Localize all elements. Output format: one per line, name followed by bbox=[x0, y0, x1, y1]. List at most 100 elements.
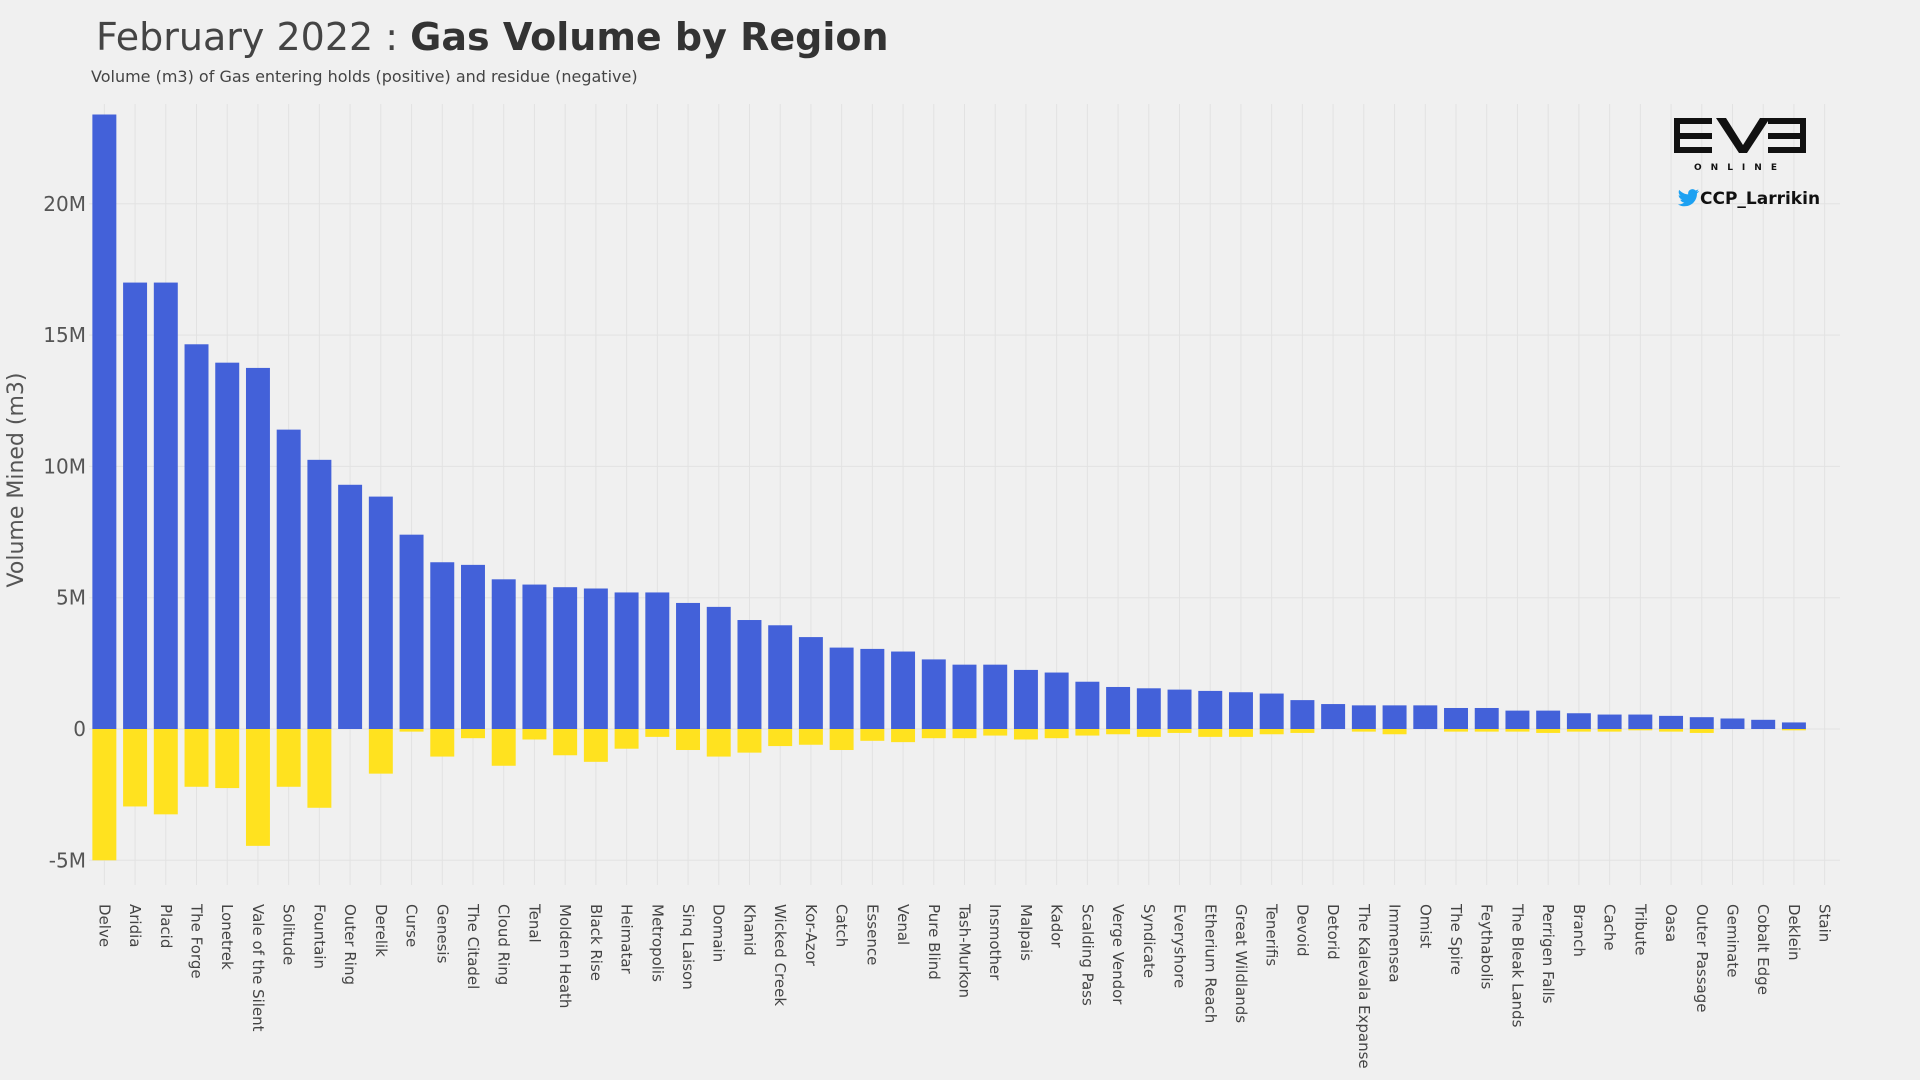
bar-positive bbox=[1167, 689, 1192, 729]
x-tick-label: Tenerifis bbox=[1263, 903, 1281, 966]
x-tick-label: Essence bbox=[863, 904, 881, 965]
bar-negative bbox=[368, 729, 393, 774]
x-tick-label: Malpais bbox=[1017, 904, 1035, 961]
bar-positive bbox=[1566, 713, 1591, 729]
x-tick-label: Placid bbox=[157, 904, 175, 948]
bar-positive bbox=[1444, 707, 1468, 729]
bar-positive bbox=[307, 459, 332, 729]
bar-negative bbox=[1536, 729, 1561, 733]
bar-negative bbox=[1013, 729, 1038, 740]
bar-positive bbox=[1413, 705, 1438, 729]
bar-negative bbox=[1075, 729, 1100, 736]
x-tick-label: Vale of the Silent bbox=[249, 904, 267, 1032]
bar-negative bbox=[522, 729, 547, 740]
bar-positive bbox=[645, 592, 670, 729]
x-tick-label: Insmother bbox=[986, 904, 1004, 981]
bar-positive bbox=[553, 587, 578, 729]
bar-negative bbox=[1136, 729, 1161, 737]
bar-positive bbox=[92, 114, 117, 729]
x-tick-label: Etherium Reach bbox=[1201, 904, 1219, 1023]
bar-negative bbox=[215, 729, 240, 789]
bar-positive bbox=[1259, 693, 1284, 729]
bar-negative bbox=[1228, 729, 1253, 737]
bar-positive bbox=[1474, 707, 1499, 729]
bar-negative bbox=[1044, 729, 1069, 739]
x-tick-label: The Kalevala Expanse bbox=[1355, 903, 1373, 1069]
x-tick-label: Derelik bbox=[372, 904, 390, 957]
bar-positive bbox=[706, 606, 731, 729]
x-tick-label: Kador bbox=[1048, 904, 1066, 948]
bar-negative bbox=[1290, 729, 1315, 733]
y-tick-label: -5M bbox=[49, 848, 86, 872]
x-tick-label: Delve bbox=[95, 904, 113, 947]
bar-negative bbox=[768, 729, 793, 747]
x-tick-label: Deklein bbox=[1785, 904, 1803, 961]
x-tick-label: Tash-Murkon bbox=[956, 903, 974, 998]
bar-positive bbox=[1321, 704, 1346, 729]
bar-negative bbox=[798, 729, 823, 745]
x-tick-label: Tenal bbox=[525, 903, 543, 943]
bar-positive bbox=[1659, 715, 1684, 729]
eve-logo-mark bbox=[1674, 118, 1806, 153]
x-tick-label: Stain bbox=[1816, 904, 1834, 942]
x-tick-label: Outer Ring bbox=[341, 904, 359, 985]
x-tick-label: Verge Vendor bbox=[1109, 904, 1127, 1005]
bar-positive bbox=[1628, 714, 1653, 729]
bar-negative bbox=[1597, 729, 1622, 732]
x-tick-label: Syndicate bbox=[1140, 904, 1158, 978]
x-tick-label: Heimatar bbox=[618, 904, 636, 975]
x-tick-label: Scalding Pass bbox=[1078, 904, 1096, 1006]
x-tick-label: Domain bbox=[710, 904, 728, 962]
x-tick-label: Outer Passage bbox=[1693, 904, 1711, 1013]
bar-positive bbox=[245, 367, 270, 729]
bar-negative bbox=[1259, 729, 1284, 735]
x-tick-label: Khanid bbox=[740, 904, 758, 956]
x-tick-label: Sinq Laison bbox=[679, 904, 697, 990]
bar-positive bbox=[522, 584, 547, 729]
bar-negative bbox=[399, 729, 424, 732]
bar-positive bbox=[123, 282, 148, 729]
twitter-handle: CCP_Larrikin bbox=[1700, 189, 1820, 209]
y-tick-label: 20M bbox=[43, 192, 86, 216]
bar-negative bbox=[983, 729, 1008, 736]
y-tick-label: 5M bbox=[56, 586, 86, 610]
bar-negative bbox=[1566, 729, 1591, 732]
bar-positive bbox=[276, 429, 301, 729]
bar-positive bbox=[1781, 722, 1806, 729]
x-tick-label: Catch bbox=[833, 904, 851, 947]
bar-positive bbox=[338, 484, 363, 729]
x-tick-label: Pure Blind bbox=[925, 904, 943, 980]
x-tick-label: Branch bbox=[1570, 904, 1588, 957]
bar-positive bbox=[184, 344, 209, 729]
bar-negative bbox=[1505, 729, 1530, 732]
x-tick-label: Black Rise bbox=[587, 904, 605, 981]
bar-negative bbox=[891, 729, 916, 743]
x-tick-label: Molden Heath bbox=[556, 904, 574, 1008]
x-tick-label: The Forge bbox=[188, 903, 206, 979]
bar-negative bbox=[952, 729, 977, 739]
bar-positive bbox=[1351, 705, 1376, 729]
bar-positive bbox=[798, 637, 823, 729]
bar-negative bbox=[1198, 729, 1223, 737]
bar-negative bbox=[430, 729, 455, 757]
bar-positive bbox=[614, 592, 639, 729]
bar-positive bbox=[1228, 692, 1253, 729]
chart-title-date: February 2022 : bbox=[96, 15, 410, 59]
x-axis-labels: Delve Aridia Placid The Forge Lonetrek Vale o… bbox=[95, 903, 1833, 1069]
bar-positive bbox=[921, 659, 946, 729]
x-tick-label: Feythabolis bbox=[1478, 904, 1496, 990]
bar-negative bbox=[307, 729, 332, 808]
bar-negative bbox=[184, 729, 209, 787]
bar-positive bbox=[1597, 714, 1622, 729]
bar-positive bbox=[1044, 672, 1069, 729]
bar-positive bbox=[1720, 718, 1745, 729]
x-tick-label: The Citadel bbox=[464, 903, 482, 989]
bar-positive bbox=[1505, 710, 1530, 729]
bar-negative bbox=[1382, 729, 1407, 735]
x-tick-label: Genesis bbox=[433, 904, 451, 964]
chart-title-main: Gas Volume by Region bbox=[410, 15, 888, 59]
x-tick-label: Aridia bbox=[126, 904, 144, 947]
bar-negative bbox=[1781, 729, 1806, 731]
bar-negative bbox=[860, 729, 885, 741]
x-tick-label: Venal bbox=[894, 904, 912, 945]
